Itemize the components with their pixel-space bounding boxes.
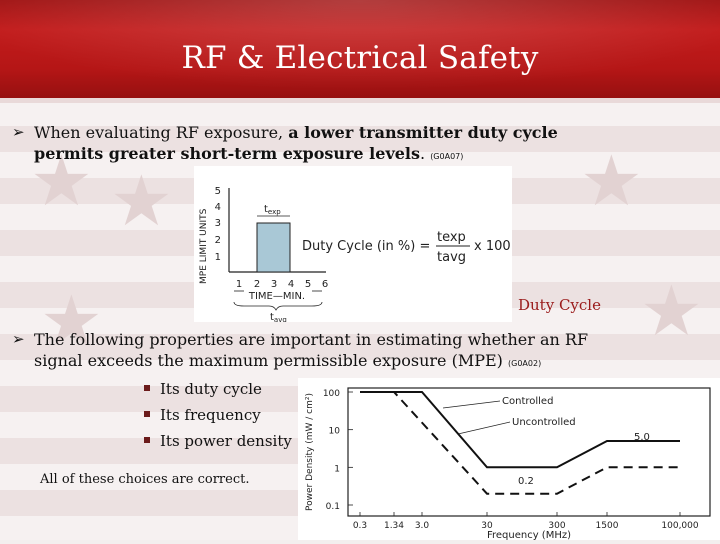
controlled-series-line (360, 391, 680, 469)
square-bullet-icon (144, 411, 150, 417)
uncontrolled-leader-line (457, 421, 511, 435)
duty-ytick: 1 (215, 252, 221, 263)
property-label: Its duty cycle (160, 380, 262, 398)
property-label: Its frequency (160, 406, 261, 424)
exposure-block (256, 222, 291, 273)
mpe-chart: Power Density (mW / cm²) Frequency (MHz)… (305, 387, 711, 541)
title-shine (0, 0, 720, 98)
y-tick-label: 100 (323, 389, 340, 399)
duty-ytick: 3 (215, 218, 221, 229)
x-tick-label: 3.0 (415, 521, 430, 531)
star-icon: ★ (580, 140, 643, 222)
y-tick-label: 10 (329, 427, 341, 437)
chart-plot-area (347, 387, 711, 517)
x-tick-label: 300 (548, 521, 565, 531)
property-item: Its frequency (144, 406, 261, 424)
y-tick-label: 1 (334, 464, 340, 474)
duty-xtick: 3 (271, 279, 277, 290)
duty-xtick: 6 (322, 279, 328, 290)
chart-xlabel: Frequency (MHz) (487, 530, 571, 540)
chart-ylabel: Power Density (mW / cm²) (305, 393, 315, 511)
bullet-bold-text: a lower transmitter duty cycle (288, 123, 558, 142)
star-icon: ★ (30, 140, 93, 222)
y-tick-label: 0.1 (326, 502, 340, 512)
formula-numerator: texp (437, 230, 466, 245)
duty-ytick: 4 (215, 202, 221, 213)
formula-label: Duty Cycle (in %) = (302, 239, 430, 254)
legend-controlled: Controlled (502, 396, 553, 407)
answer-text: All of these choices are correct. (40, 472, 250, 487)
x-tick-label: 1.34 (384, 521, 404, 531)
bullet-plain-text: When evaluating RF exposure, (34, 123, 289, 142)
legend-uncontrolled: Uncontrolled (512, 417, 576, 428)
bullet2-line1: The following properties are important i… (34, 330, 589, 349)
duty-xtick: 1 (236, 279, 242, 290)
controlled-leader-line (442, 400, 501, 409)
texp-label: texp (264, 204, 281, 216)
duty-xtick: 2 (254, 279, 260, 290)
bullet2-line2: signal exceeds the maximum permissible e… (34, 351, 503, 370)
tavg-label: tavg (270, 312, 287, 322)
label-0-2: 0.2 (518, 476, 534, 487)
duty-ytick: 5 (215, 186, 221, 197)
arrow-bullet-icon: ➢ (12, 330, 25, 348)
formula-denominator: tavg (437, 250, 466, 265)
star-icon: ★ (640, 270, 703, 352)
bullet-bold-text-2: permits greater short-term exposure leve… (34, 144, 420, 163)
title-divider (0, 98, 720, 103)
duty-xtick: 5 (305, 279, 311, 290)
duty-xtick: 4 (288, 279, 294, 290)
duty-ylabel: MPE LIMIT UNITS (199, 208, 209, 284)
x-tick-label: 30 (481, 521, 493, 531)
x-tick-label: 0.3 (353, 521, 367, 531)
bullet-period: . (420, 144, 426, 163)
x-tick-label: 1500 (596, 521, 619, 531)
property-item: Its power density (144, 432, 292, 450)
duty-cycle-caption: Duty Cycle (518, 296, 601, 314)
duty-cycle-diagram: MPE LIMIT UNITS 1 2 3 4 5 texp 1 2 3 4 5… (199, 186, 511, 324)
question-code: (G0A02) (508, 359, 542, 368)
duty-xlabel: TIME—MIN. (248, 291, 305, 302)
formula-multiplier: x 100 (474, 239, 511, 254)
flag-watermark: ★ ★ ★ ★ ★ (0, 100, 720, 540)
star-icon: ★ (40, 280, 103, 362)
title-bar: RF & Electrical Safety (0, 0, 720, 98)
star-icon: ★ (110, 160, 173, 242)
mpe-chart-figure: Power Density (mW / cm²) Frequency (MHz)… (298, 378, 720, 541)
square-bullet-icon (144, 385, 150, 391)
duty-ytick: 2 (215, 235, 221, 246)
duty-cycle-figure: MPE LIMIT UNITS 1 2 3 4 5 texp 1 2 3 4 5… (194, 166, 512, 324)
bullet-duty-cycle: When evaluating RF exposure, a lower tra… (34, 122, 714, 167)
bullet-mpe-properties: The following properties are important i… (34, 329, 714, 374)
question-code: (G0A07) (430, 152, 464, 161)
square-bullet-icon (144, 437, 150, 443)
property-label: Its power density (160, 432, 292, 450)
property-item: Its duty cycle (144, 380, 262, 398)
tavg-brace (233, 301, 323, 311)
x-tick-label: 100,000 (661, 521, 698, 531)
arrow-bullet-icon: ➢ (12, 123, 25, 141)
label-5-0: 5.0 (634, 432, 650, 443)
slide-title: RF & Electrical Safety (181, 40, 539, 76)
